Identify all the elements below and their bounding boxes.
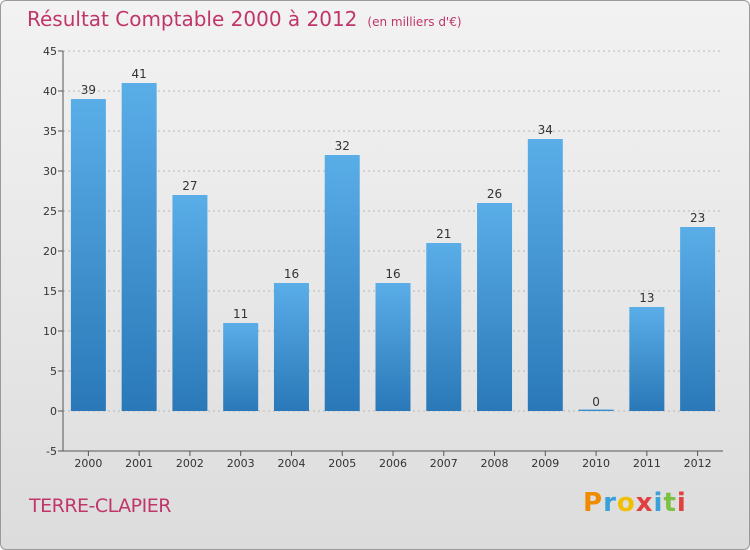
y-tick-label: 20 xyxy=(43,245,57,258)
x-tick-label: 2009 xyxy=(531,457,559,470)
y-tick-label: 45 xyxy=(43,45,57,58)
bar xyxy=(578,409,614,411)
data-label: 16 xyxy=(284,267,299,281)
x-tick-label: 2011 xyxy=(633,457,661,470)
data-label: 21 xyxy=(436,227,451,241)
data-label: 41 xyxy=(132,67,147,81)
data-label: 0 xyxy=(592,395,600,409)
y-tick-label: 40 xyxy=(43,85,57,98)
bar xyxy=(121,83,157,411)
logo-letter: i xyxy=(653,488,664,518)
x-tick-label: 2007 xyxy=(430,457,458,470)
data-label: 16 xyxy=(385,267,400,281)
data-label: 26 xyxy=(487,187,502,201)
y-tick-label: -5 xyxy=(46,445,57,458)
bar xyxy=(172,195,208,411)
data-label: 34 xyxy=(538,123,553,137)
x-tick-label: 2006 xyxy=(379,457,407,470)
chart-title-text: Résultat Comptable 2000 à 2012 xyxy=(27,7,358,31)
data-label: 13 xyxy=(639,291,654,305)
commune-name: TERRE-CLAPIER xyxy=(29,495,171,517)
chart-title: Résultat Comptable 2000 à 2012 (en millie… xyxy=(27,7,462,31)
x-tick-label: 2001 xyxy=(125,457,153,470)
y-tick-label: 15 xyxy=(43,285,57,298)
bar xyxy=(324,155,360,411)
bar xyxy=(70,99,106,411)
x-tick-label: 2000 xyxy=(74,457,102,470)
proxiti-logo: Proxiti xyxy=(583,488,687,518)
bar xyxy=(527,139,563,411)
data-label: 27 xyxy=(182,179,197,193)
y-tick-label: 10 xyxy=(43,325,57,338)
x-tick-label: 2002 xyxy=(176,457,204,470)
x-tick-label: 2008 xyxy=(481,457,509,470)
bar xyxy=(426,243,462,411)
logo-letter: x xyxy=(635,488,654,518)
x-tick-label: 2012 xyxy=(684,457,712,470)
x-tick-label: 2004 xyxy=(277,457,305,470)
logo-letter: o xyxy=(616,488,636,518)
logo-letter: t xyxy=(663,488,677,518)
data-label: 32 xyxy=(335,139,350,153)
data-label: 39 xyxy=(81,83,96,97)
bar xyxy=(375,283,411,411)
data-label: 11 xyxy=(233,307,248,321)
x-tick-label: 2005 xyxy=(328,457,356,470)
data-label: 23 xyxy=(690,211,705,225)
bar xyxy=(477,203,513,411)
y-tick-label: 35 xyxy=(43,125,57,138)
logo-letter: P xyxy=(583,488,604,518)
bar xyxy=(273,283,309,411)
y-tick-label: 25 xyxy=(43,205,57,218)
bar xyxy=(223,323,259,411)
y-tick-label: 0 xyxy=(50,405,57,418)
logo-letter: i xyxy=(676,488,687,518)
bar xyxy=(629,307,665,411)
logo-letter: r xyxy=(603,488,617,518)
y-tick-label: 30 xyxy=(43,165,57,178)
y-tick-label: 5 xyxy=(50,365,57,378)
bar xyxy=(680,227,716,411)
x-tick-label: 2010 xyxy=(582,457,610,470)
chart-subtitle: (en milliers d'€) xyxy=(367,15,462,29)
x-tick-label: 2003 xyxy=(227,457,255,470)
